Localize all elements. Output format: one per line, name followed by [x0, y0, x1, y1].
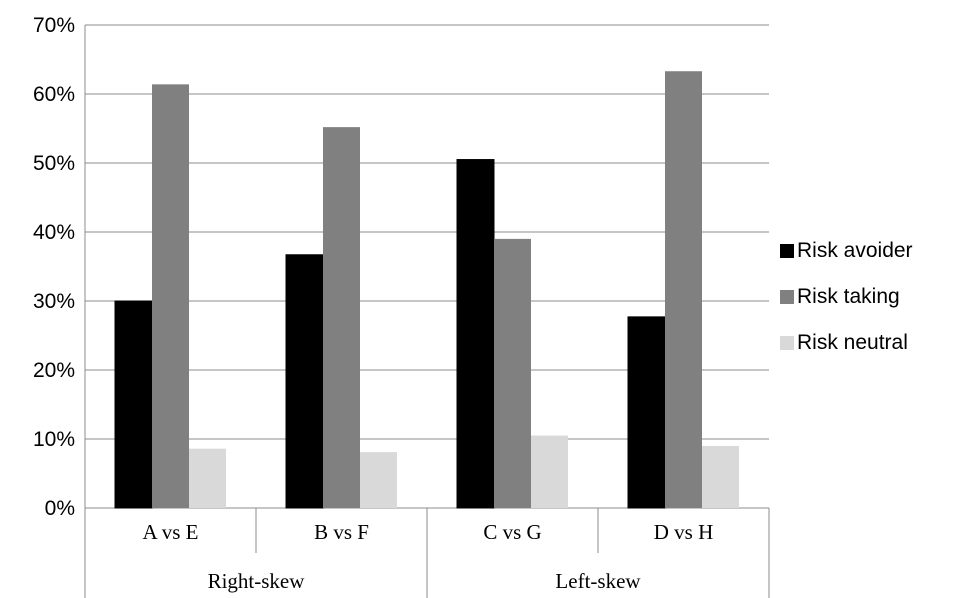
- bar-risk-neutral: [702, 445, 739, 508]
- category-label: D vs H: [654, 520, 714, 544]
- bar-risk-neutral: [531, 435, 568, 508]
- bar-risk-neutral: [189, 448, 226, 508]
- legend-label: Risk taking: [797, 285, 900, 308]
- bar-risk-avoider: [627, 316, 666, 509]
- y-tick-label: 50%: [33, 152, 75, 175]
- y-tick-label: 10%: [33, 428, 75, 451]
- group-label: Left-skew: [555, 569, 641, 593]
- category-label: B vs F: [314, 520, 369, 544]
- y-tick-labels: 0% 10% 20% 30% 40% 50% 60% 70%: [33, 14, 75, 520]
- legend-swatch: [780, 290, 794, 304]
- bar-risk-taking: [152, 84, 189, 508]
- bar-risk-avoider: [114, 300, 153, 509]
- bar-risk-avoider: [285, 254, 324, 509]
- legend-label: Risk neutral: [797, 331, 908, 354]
- bar-risk-taking: [665, 71, 702, 508]
- y-tick-label: 60%: [33, 83, 75, 106]
- bar-risk-taking: [494, 238, 531, 508]
- y-tick-label: 20%: [33, 359, 75, 382]
- legend: Risk avoider Risk taking Risk neutral: [780, 239, 913, 354]
- y-tick-label: 0%: [45, 497, 75, 520]
- bar-risk-avoider: [456, 159, 495, 509]
- bar-risk-taking: [323, 127, 360, 509]
- bar-risk-neutral: [360, 452, 397, 508]
- legend-label: Risk avoider: [797, 239, 913, 262]
- bars: [114, 71, 739, 509]
- y-tick-label: 40%: [33, 221, 75, 244]
- legend-swatch: [780, 336, 794, 350]
- y-tick-label: 70%: [33, 14, 75, 37]
- legend-swatch: [780, 244, 794, 258]
- y-tick-label: 30%: [33, 290, 75, 313]
- gridlines: [85, 24, 769, 509]
- category-label: C vs G: [483, 520, 541, 544]
- category-labels: A vs E B vs F C vs G D vs H Right-skew Left-s…: [142, 520, 713, 593]
- axes: [84, 25, 770, 598]
- group-label: Right-skew: [208, 569, 306, 593]
- category-label: A vs E: [142, 520, 198, 544]
